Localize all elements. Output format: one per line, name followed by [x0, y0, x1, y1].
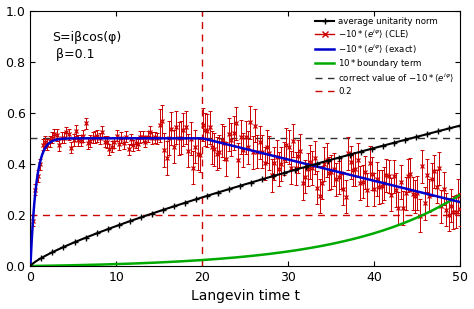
X-axis label: Langevin time t: Langevin time t: [191, 290, 300, 303]
Text: S=iβcos(φ)
 β=0.1: S=iβcos(φ) β=0.1: [52, 31, 121, 61]
Legend: average unitarity norm, $-10*\langle e^{i\varphi}\rangle$ (CLE), $-10*\langle e^: average unitarity norm, $-10*\langle e^{…: [313, 15, 456, 97]
